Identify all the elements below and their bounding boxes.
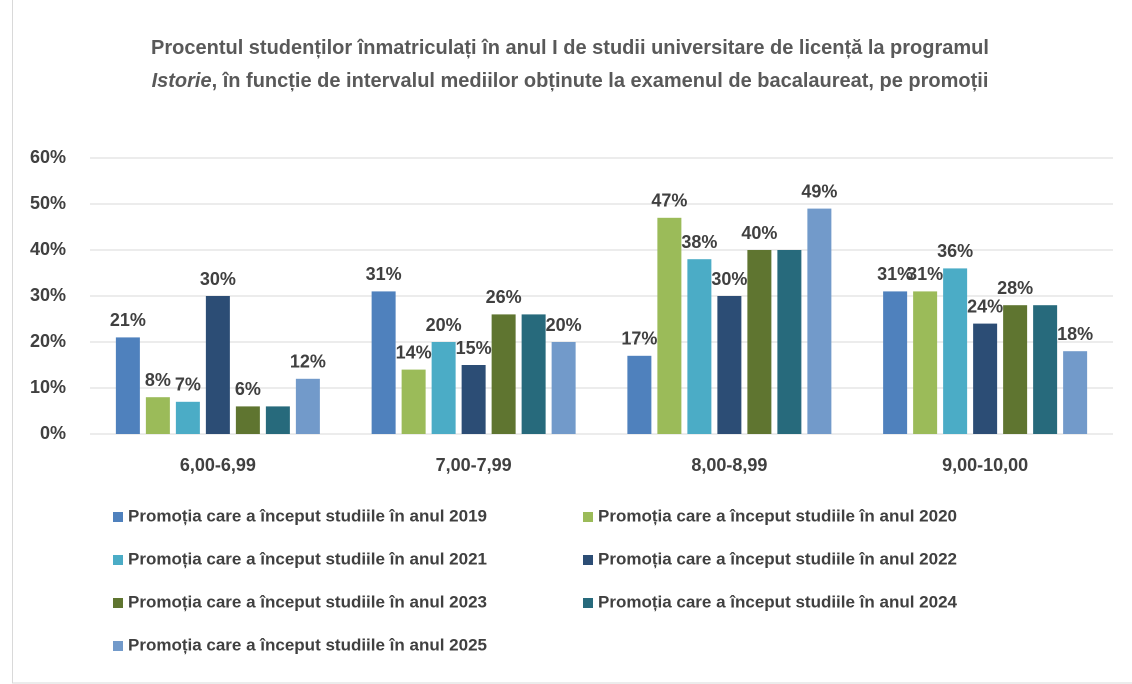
bar (145, 397, 170, 434)
bar (943, 268, 968, 434)
title-part: , în funcție de intervalul mediilor obți… (211, 70, 989, 92)
data-label: 36% (937, 241, 973, 261)
bar (401, 369, 426, 434)
bar (627, 355, 652, 434)
bar (551, 342, 576, 434)
bar (883, 291, 908, 434)
data-label: 31% (907, 264, 943, 284)
bar (777, 250, 802, 434)
data-label: 24% (967, 296, 1003, 316)
data-label: 30% (200, 269, 236, 289)
data-label: 12% (290, 352, 326, 372)
data-label: 15% (456, 338, 492, 358)
x-tick-label: 7,00-7,99 (436, 455, 512, 475)
x-tick-label: 9,00-10,00 (942, 455, 1028, 475)
legend-label: Promoția care a început studiile în anul… (128, 592, 487, 611)
y-tick-label: 0% (40, 423, 66, 443)
data-label: 38% (681, 232, 717, 252)
title-part: Istorie (151, 70, 212, 92)
legend-label: Promoția care a început studiile în anul… (598, 506, 957, 525)
data-label: 18% (1057, 324, 1093, 344)
legend-swatch (583, 598, 593, 608)
data-label: 31% (877, 264, 913, 284)
bar (431, 342, 456, 434)
y-tick-label: 30% (30, 285, 66, 305)
legend-swatch (113, 512, 123, 522)
legend-swatch (113, 598, 123, 608)
bar (175, 401, 200, 434)
y-tick-label: 10% (30, 377, 66, 397)
data-label: 47% (651, 191, 687, 211)
data-label: 30% (711, 269, 747, 289)
bar (491, 314, 516, 434)
data-label: 7% (175, 375, 201, 395)
bar (1033, 305, 1058, 434)
bar (295, 378, 320, 434)
legend-swatch (583, 555, 593, 565)
data-label: 28% (997, 278, 1033, 298)
bar (1063, 351, 1088, 434)
legend-label: Promoția care a început studiile în anul… (128, 549, 487, 568)
y-tick-label: 60% (30, 147, 66, 167)
bar (371, 291, 396, 434)
bar (205, 296, 230, 434)
legend-label: Promoția care a început studiile în anul… (598, 592, 958, 611)
data-label: 49% (801, 181, 837, 201)
legend-label: Promoția care a început studiile în anul… (598, 549, 957, 568)
data-label: 14% (396, 342, 432, 362)
data-label: 8% (145, 370, 171, 390)
chart-title: Procentul studenților înmatriculați în a… (120, 32, 1020, 98)
legend-label: Promoția care a început studiile în anul… (128, 635, 487, 654)
y-tick-label: 50% (30, 193, 66, 213)
data-label: 20% (426, 315, 462, 335)
bar (461, 365, 486, 434)
y-tick-label: 20% (30, 331, 66, 351)
legend-swatch (113, 641, 123, 651)
title-part: Procentul studenților înmatriculați în a… (151, 37, 989, 59)
x-tick-label: 6,00-6,99 (180, 455, 256, 475)
bar (657, 217, 682, 434)
bar (1003, 305, 1028, 434)
chart-border (12, 0, 1132, 684)
legend-swatch (583, 512, 593, 522)
data-label: 17% (621, 329, 657, 349)
data-label: 20% (546, 315, 582, 335)
bar (807, 208, 832, 434)
data-label: 21% (110, 310, 146, 330)
data-label: 26% (486, 287, 522, 307)
legend-swatch (113, 555, 123, 565)
bar (115, 337, 140, 434)
bar (521, 314, 546, 434)
bar (973, 323, 998, 434)
bar (687, 259, 712, 434)
data-label: 40% (741, 223, 777, 243)
bar (235, 406, 260, 434)
bar (717, 296, 742, 434)
bar (265, 406, 290, 434)
x-tick-label: 8,00-8,99 (691, 455, 767, 475)
data-label: 6% (235, 379, 261, 399)
bar (747, 250, 772, 434)
data-label: 31% (366, 264, 402, 284)
legend-label: Promoția care a început studiile în anul… (128, 506, 487, 525)
y-tick-label: 40% (30, 239, 66, 259)
bar (913, 291, 938, 434)
